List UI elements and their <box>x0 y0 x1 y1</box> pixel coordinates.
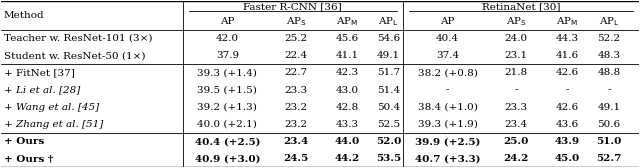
Text: 40.4 (+2.5): 40.4 (+2.5) <box>195 137 260 146</box>
Text: 22.7: 22.7 <box>285 68 308 77</box>
Text: 51.0: 51.0 <box>596 137 621 146</box>
Text: AP$_\mathrm{S}$: AP$_\mathrm{S}$ <box>285 15 307 28</box>
Text: 39.5 (+1.5): 39.5 (+1.5) <box>198 86 257 95</box>
Text: RetinaNet [30]: RetinaNet [30] <box>482 2 561 11</box>
Text: + Zhang et al. [51]: + Zhang et al. [51] <box>4 120 103 129</box>
Text: + Li et al. [28]: + Li et al. [28] <box>4 86 80 95</box>
Text: AP$_\mathrm{M}$: AP$_\mathrm{M}$ <box>336 15 358 28</box>
Text: 44.3: 44.3 <box>556 34 579 43</box>
Text: AP: AP <box>440 17 455 26</box>
Text: 23.3: 23.3 <box>285 86 308 95</box>
Text: 40.4: 40.4 <box>436 34 460 43</box>
Text: 44.2: 44.2 <box>335 154 360 163</box>
Text: 41.6: 41.6 <box>556 51 579 60</box>
Text: 23.2: 23.2 <box>285 120 308 129</box>
Text: 42.6: 42.6 <box>556 68 579 77</box>
Text: 41.1: 41.1 <box>335 51 358 60</box>
Text: 49.1: 49.1 <box>597 103 621 112</box>
Text: AP$_\mathrm{L}$: AP$_\mathrm{L}$ <box>378 15 399 28</box>
Text: + FitNet [37]: + FitNet [37] <box>4 68 75 77</box>
Text: 54.6: 54.6 <box>377 34 400 43</box>
Text: 39.3 (+1.4): 39.3 (+1.4) <box>198 68 257 77</box>
Text: 43.6: 43.6 <box>556 120 579 129</box>
Text: 42.3: 42.3 <box>335 68 358 77</box>
Text: AP$_\mathrm{S}$: AP$_\mathrm{S}$ <box>506 15 527 28</box>
Text: 40.0 (+2.1): 40.0 (+2.1) <box>198 120 257 129</box>
Text: AP: AP <box>220 17 235 26</box>
Text: 51.4: 51.4 <box>377 86 400 95</box>
Text: AP$_\mathrm{M}$: AP$_\mathrm{M}$ <box>556 15 579 28</box>
Text: 49.1: 49.1 <box>377 51 400 60</box>
Text: 25.0: 25.0 <box>504 137 529 146</box>
Text: 50.4: 50.4 <box>377 103 400 112</box>
Text: 24.2: 24.2 <box>504 154 529 163</box>
Text: 37.9: 37.9 <box>216 51 239 60</box>
Text: 48.8: 48.8 <box>597 68 621 77</box>
Text: 48.3: 48.3 <box>597 51 621 60</box>
Text: 37.4: 37.4 <box>436 51 460 60</box>
Text: 52.0: 52.0 <box>376 137 401 146</box>
Text: 24.5: 24.5 <box>284 154 308 163</box>
Text: + Wang et al. [45]: + Wang et al. [45] <box>4 103 99 112</box>
Text: Method: Method <box>4 11 45 20</box>
Text: 24.0: 24.0 <box>505 34 528 43</box>
Text: 21.8: 21.8 <box>505 68 528 77</box>
Text: 50.6: 50.6 <box>597 120 621 129</box>
Text: 52.2: 52.2 <box>597 34 621 43</box>
Text: 39.2 (+1.3): 39.2 (+1.3) <box>198 103 257 112</box>
Text: Student w. ResNet-50 (1×): Student w. ResNet-50 (1×) <box>4 51 145 60</box>
Text: 43.9: 43.9 <box>555 137 580 146</box>
Text: AP$_\mathrm{L}$: AP$_\mathrm{L}$ <box>598 15 620 28</box>
Text: + Ours: + Ours <box>4 137 44 146</box>
Text: 39.9 (+2.5): 39.9 (+2.5) <box>415 137 481 146</box>
Text: 22.4: 22.4 <box>285 51 308 60</box>
Text: -: - <box>566 86 569 95</box>
Text: 39.3 (+1.9): 39.3 (+1.9) <box>418 120 477 129</box>
Text: 43.3: 43.3 <box>335 120 358 129</box>
Text: 53.5: 53.5 <box>376 154 401 163</box>
Text: 38.4 (+1.0): 38.4 (+1.0) <box>418 103 477 112</box>
Text: 40.7 (+3.3): 40.7 (+3.3) <box>415 154 481 163</box>
Text: 44.0: 44.0 <box>335 137 360 146</box>
Text: 45.0: 45.0 <box>555 154 580 163</box>
Text: 43.0: 43.0 <box>335 86 358 95</box>
Text: 42.8: 42.8 <box>335 103 358 112</box>
Text: Faster R-CNN [36]: Faster R-CNN [36] <box>243 2 342 11</box>
Text: -: - <box>607 86 611 95</box>
Text: 45.6: 45.6 <box>335 34 358 43</box>
Text: 38.2 (+0.8): 38.2 (+0.8) <box>418 68 477 77</box>
Text: -: - <box>515 86 518 95</box>
Text: 25.2: 25.2 <box>285 34 308 43</box>
Text: 42.0: 42.0 <box>216 34 239 43</box>
Text: -: - <box>446 86 449 95</box>
Text: 51.7: 51.7 <box>377 68 400 77</box>
Text: 52.5: 52.5 <box>377 120 400 129</box>
Text: 52.7: 52.7 <box>596 154 621 163</box>
Text: 23.4: 23.4 <box>505 120 528 129</box>
Text: 23.1: 23.1 <box>505 51 528 60</box>
Text: 40.9 (+3.0): 40.9 (+3.0) <box>195 154 260 163</box>
Text: 23.4: 23.4 <box>284 137 308 146</box>
Text: Teacher w. ResNet-101 (3×): Teacher w. ResNet-101 (3×) <box>4 34 152 43</box>
Text: 23.3: 23.3 <box>505 103 528 112</box>
Text: + Ours †: + Ours † <box>4 154 53 163</box>
Text: 23.2: 23.2 <box>285 103 308 112</box>
Text: 42.6: 42.6 <box>556 103 579 112</box>
